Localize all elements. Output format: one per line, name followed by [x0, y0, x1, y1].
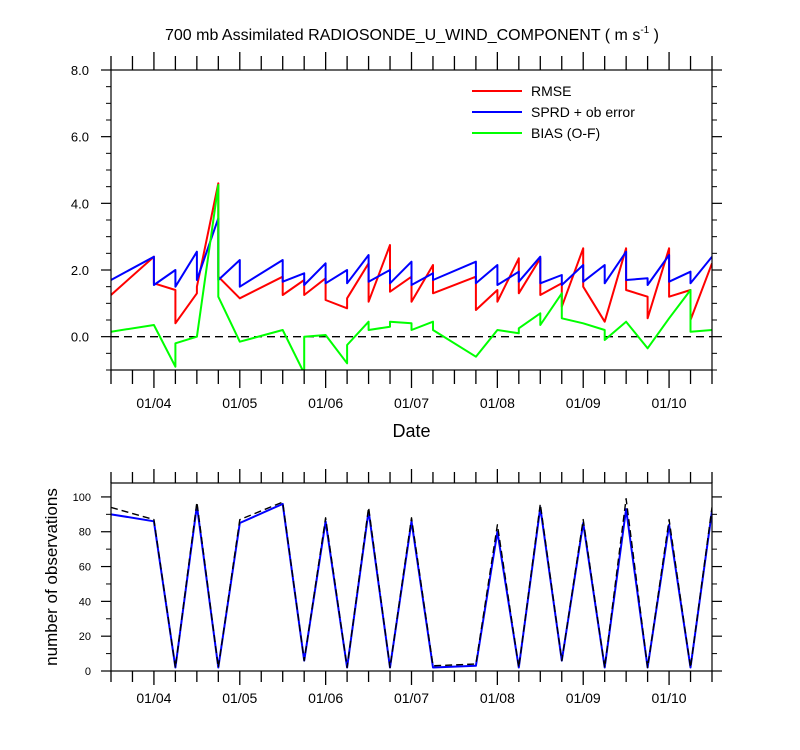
- x-tick-label: 01/10: [652, 690, 687, 706]
- x-tick-label: 01/04: [136, 690, 171, 706]
- y-tick-label: 0: [85, 666, 91, 678]
- series-line-bias-o-f: [111, 184, 712, 370]
- legend-label: SPRD + ob error: [531, 104, 635, 120]
- bottom-plot-frame: [110, 482, 713, 672]
- top-series-group: [111, 182, 712, 370]
- x-tick-label: 01/04: [136, 395, 171, 411]
- x-tick-label: 01/09: [566, 395, 601, 411]
- x-tick-label: 01/05: [222, 690, 257, 706]
- x-tick-label: 01/10: [652, 395, 687, 411]
- y-tick-label: 80: [79, 527, 91, 539]
- series-line-observations-dashed: [111, 498, 712, 669]
- chart-title-superscript: -1: [640, 25, 649, 36]
- y-tick-label: 6.0: [71, 130, 89, 145]
- bottom-series-group: [111, 498, 712, 669]
- y-tick-label: 2.0: [71, 263, 89, 278]
- legend: RMSE SPRD + ob error BIAS (O-F): [472, 83, 635, 141]
- legend-label: BIAS (O-F): [531, 125, 600, 141]
- y-tick-label: 8.0: [71, 63, 89, 78]
- y-tick-label: 0.0: [71, 330, 89, 345]
- bottom-panel: 0 20 40 60 80 100 01/04 01/05 01/06 01/07 01/08 01/…: [42, 469, 722, 706]
- legend-label: RMSE: [531, 83, 571, 99]
- x-tick-label: 01/08: [480, 395, 515, 411]
- y-tick-label: 100: [73, 492, 91, 504]
- x-tick-label: 01/07: [394, 395, 429, 411]
- series-line-sprd-ob-error: [111, 217, 712, 288]
- y-axis-label: number of observations: [42, 488, 61, 666]
- x-tick-label: 01/06: [308, 395, 343, 411]
- y-tick-label: 4.0: [71, 196, 89, 211]
- chart-title: 700 mb Assimilated RADIOSONDE_U_WIND_COM…: [165, 25, 659, 44]
- x-tick-label: 01/08: [480, 690, 515, 706]
- top-panel: 0.0 2.0 4.0 6.0 8.0 01/04 01/05 01/06 01/07 01/08…: [71, 52, 722, 441]
- x-tick-label: 01/09: [566, 690, 601, 706]
- x-axis-label: Date: [392, 421, 430, 441]
- y-tick-label: 40: [79, 596, 91, 608]
- y-tick-label: 20: [79, 631, 91, 643]
- x-tick-label: 01/06: [308, 690, 343, 706]
- x-tick-label: 01/07: [394, 690, 429, 706]
- y-tick-label: 60: [79, 562, 91, 574]
- x-tick-label: 01/05: [222, 395, 257, 411]
